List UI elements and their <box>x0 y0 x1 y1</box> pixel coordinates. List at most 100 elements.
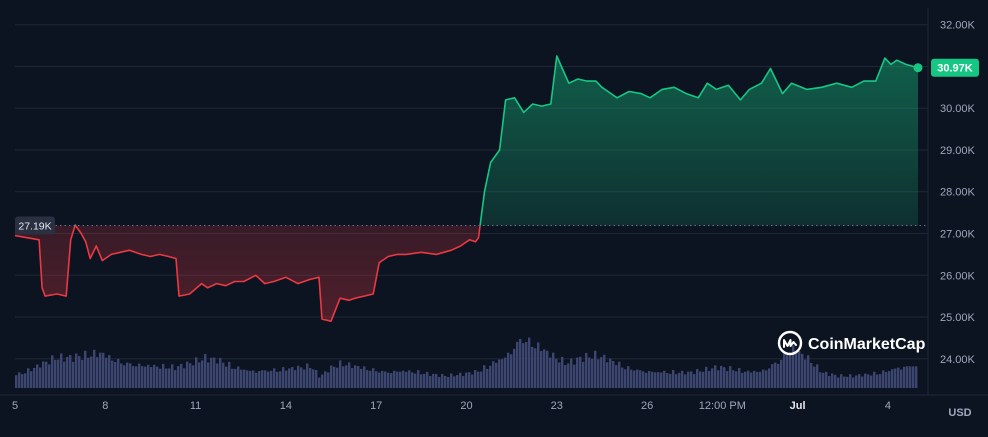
volume-bar <box>78 356 81 388</box>
volume-bar <box>39 367 42 388</box>
volume-bar <box>105 357 108 388</box>
current-price-label: 30.97K <box>937 63 973 75</box>
volume-bar <box>360 368 363 388</box>
volume-bar <box>732 370 735 388</box>
volume-bar <box>414 373 417 388</box>
volume-bar <box>57 359 60 388</box>
volume-bar <box>183 368 186 388</box>
volume-bar <box>354 365 357 388</box>
volume-bar <box>48 364 51 388</box>
volume-bar <box>429 375 432 388</box>
volume-bar <box>651 371 654 388</box>
volume-bar <box>678 372 681 388</box>
volume-bar <box>87 357 90 388</box>
volume-bar <box>297 365 300 388</box>
volume-bar <box>657 372 660 388</box>
current-price-dot[interactable] <box>913 63 923 73</box>
volume-bar <box>663 370 666 388</box>
volume-bar <box>306 363 309 388</box>
volume-bar <box>786 355 789 388</box>
volume-bar <box>315 370 318 388</box>
volume-bar <box>777 363 780 388</box>
volume-bar <box>117 358 120 388</box>
volume-bar <box>135 366 138 388</box>
volume-bar <box>486 368 489 388</box>
volume-bar <box>81 359 84 388</box>
volume-bar <box>426 371 429 388</box>
volume-bar <box>807 355 810 388</box>
volume-bar <box>585 352 588 388</box>
volume-bar <box>408 370 411 388</box>
volume-bar <box>333 366 336 388</box>
volume-bar <box>111 360 114 388</box>
volume-bar <box>597 359 600 388</box>
volume-bar <box>690 371 693 388</box>
volume-bar <box>591 358 594 388</box>
volume-bar <box>330 365 333 388</box>
volume-bar <box>495 362 498 388</box>
volume-bar <box>285 370 288 388</box>
volume-bar <box>444 375 447 388</box>
volume-bar <box>810 363 813 388</box>
volume-bar <box>273 368 276 388</box>
volume-bar <box>537 342 540 388</box>
price-area-up <box>75 56 918 226</box>
volume-bar <box>231 368 234 388</box>
volume-bar <box>192 365 195 388</box>
volume-bar <box>633 370 636 388</box>
x-tick-label: 12:00 PM <box>699 400 746 412</box>
x-tick-label: 20 <box>460 400 472 412</box>
volume-bar <box>27 368 30 388</box>
volume-bar <box>108 355 111 388</box>
volume-bar <box>468 372 471 388</box>
volume-bar <box>159 368 162 388</box>
volume-bar <box>270 370 273 388</box>
volume-bar <box>96 357 99 388</box>
volume-bar <box>51 355 54 388</box>
volume-bar <box>516 341 519 388</box>
volume-bar <box>339 360 342 388</box>
volume-bar <box>216 363 219 388</box>
volume-bar <box>639 370 642 388</box>
volume-bar <box>699 371 702 388</box>
volume-bar <box>480 371 483 388</box>
volume-bar <box>774 362 777 388</box>
volume-bar <box>279 371 282 388</box>
volume-bar <box>816 364 819 388</box>
volume-bar <box>99 352 102 388</box>
x-tick-label: 14 <box>280 400 292 412</box>
volume-bar <box>291 367 294 388</box>
x-tick-label: 17 <box>370 400 382 412</box>
volume-bar <box>546 350 549 388</box>
x-tick-label: 23 <box>551 400 563 412</box>
volume-bar <box>261 370 264 388</box>
volume-bar <box>660 372 663 388</box>
volume-bar <box>723 367 726 388</box>
volume-bar <box>210 357 213 388</box>
volume-bar <box>867 374 870 388</box>
volume-bar <box>600 357 603 388</box>
volume-bar <box>762 369 765 388</box>
volume-bar <box>180 363 183 388</box>
volume-bar <box>630 369 633 388</box>
watermark-brand: CoinMarketCap <box>808 336 926 353</box>
x-tick-label: 26 <box>641 400 653 412</box>
volume-bar <box>822 372 825 388</box>
volume-bar <box>894 368 897 388</box>
y-tick-label: 32.00K <box>940 20 976 32</box>
baseline-label: 27.19K <box>18 221 51 233</box>
volume-bar <box>729 366 732 388</box>
y-tick-label: 29.00K <box>940 145 976 157</box>
volume-bar <box>720 365 723 388</box>
volume-bar <box>885 371 888 388</box>
volume-bar <box>594 350 597 388</box>
volume-bar <box>225 366 228 388</box>
volume-bar <box>441 373 444 388</box>
volume-bar <box>21 374 24 388</box>
y-tick-label: 30.00K <box>940 103 976 115</box>
volume-bar <box>765 370 768 388</box>
volume-bar <box>510 354 513 388</box>
volume-bar <box>84 350 87 388</box>
